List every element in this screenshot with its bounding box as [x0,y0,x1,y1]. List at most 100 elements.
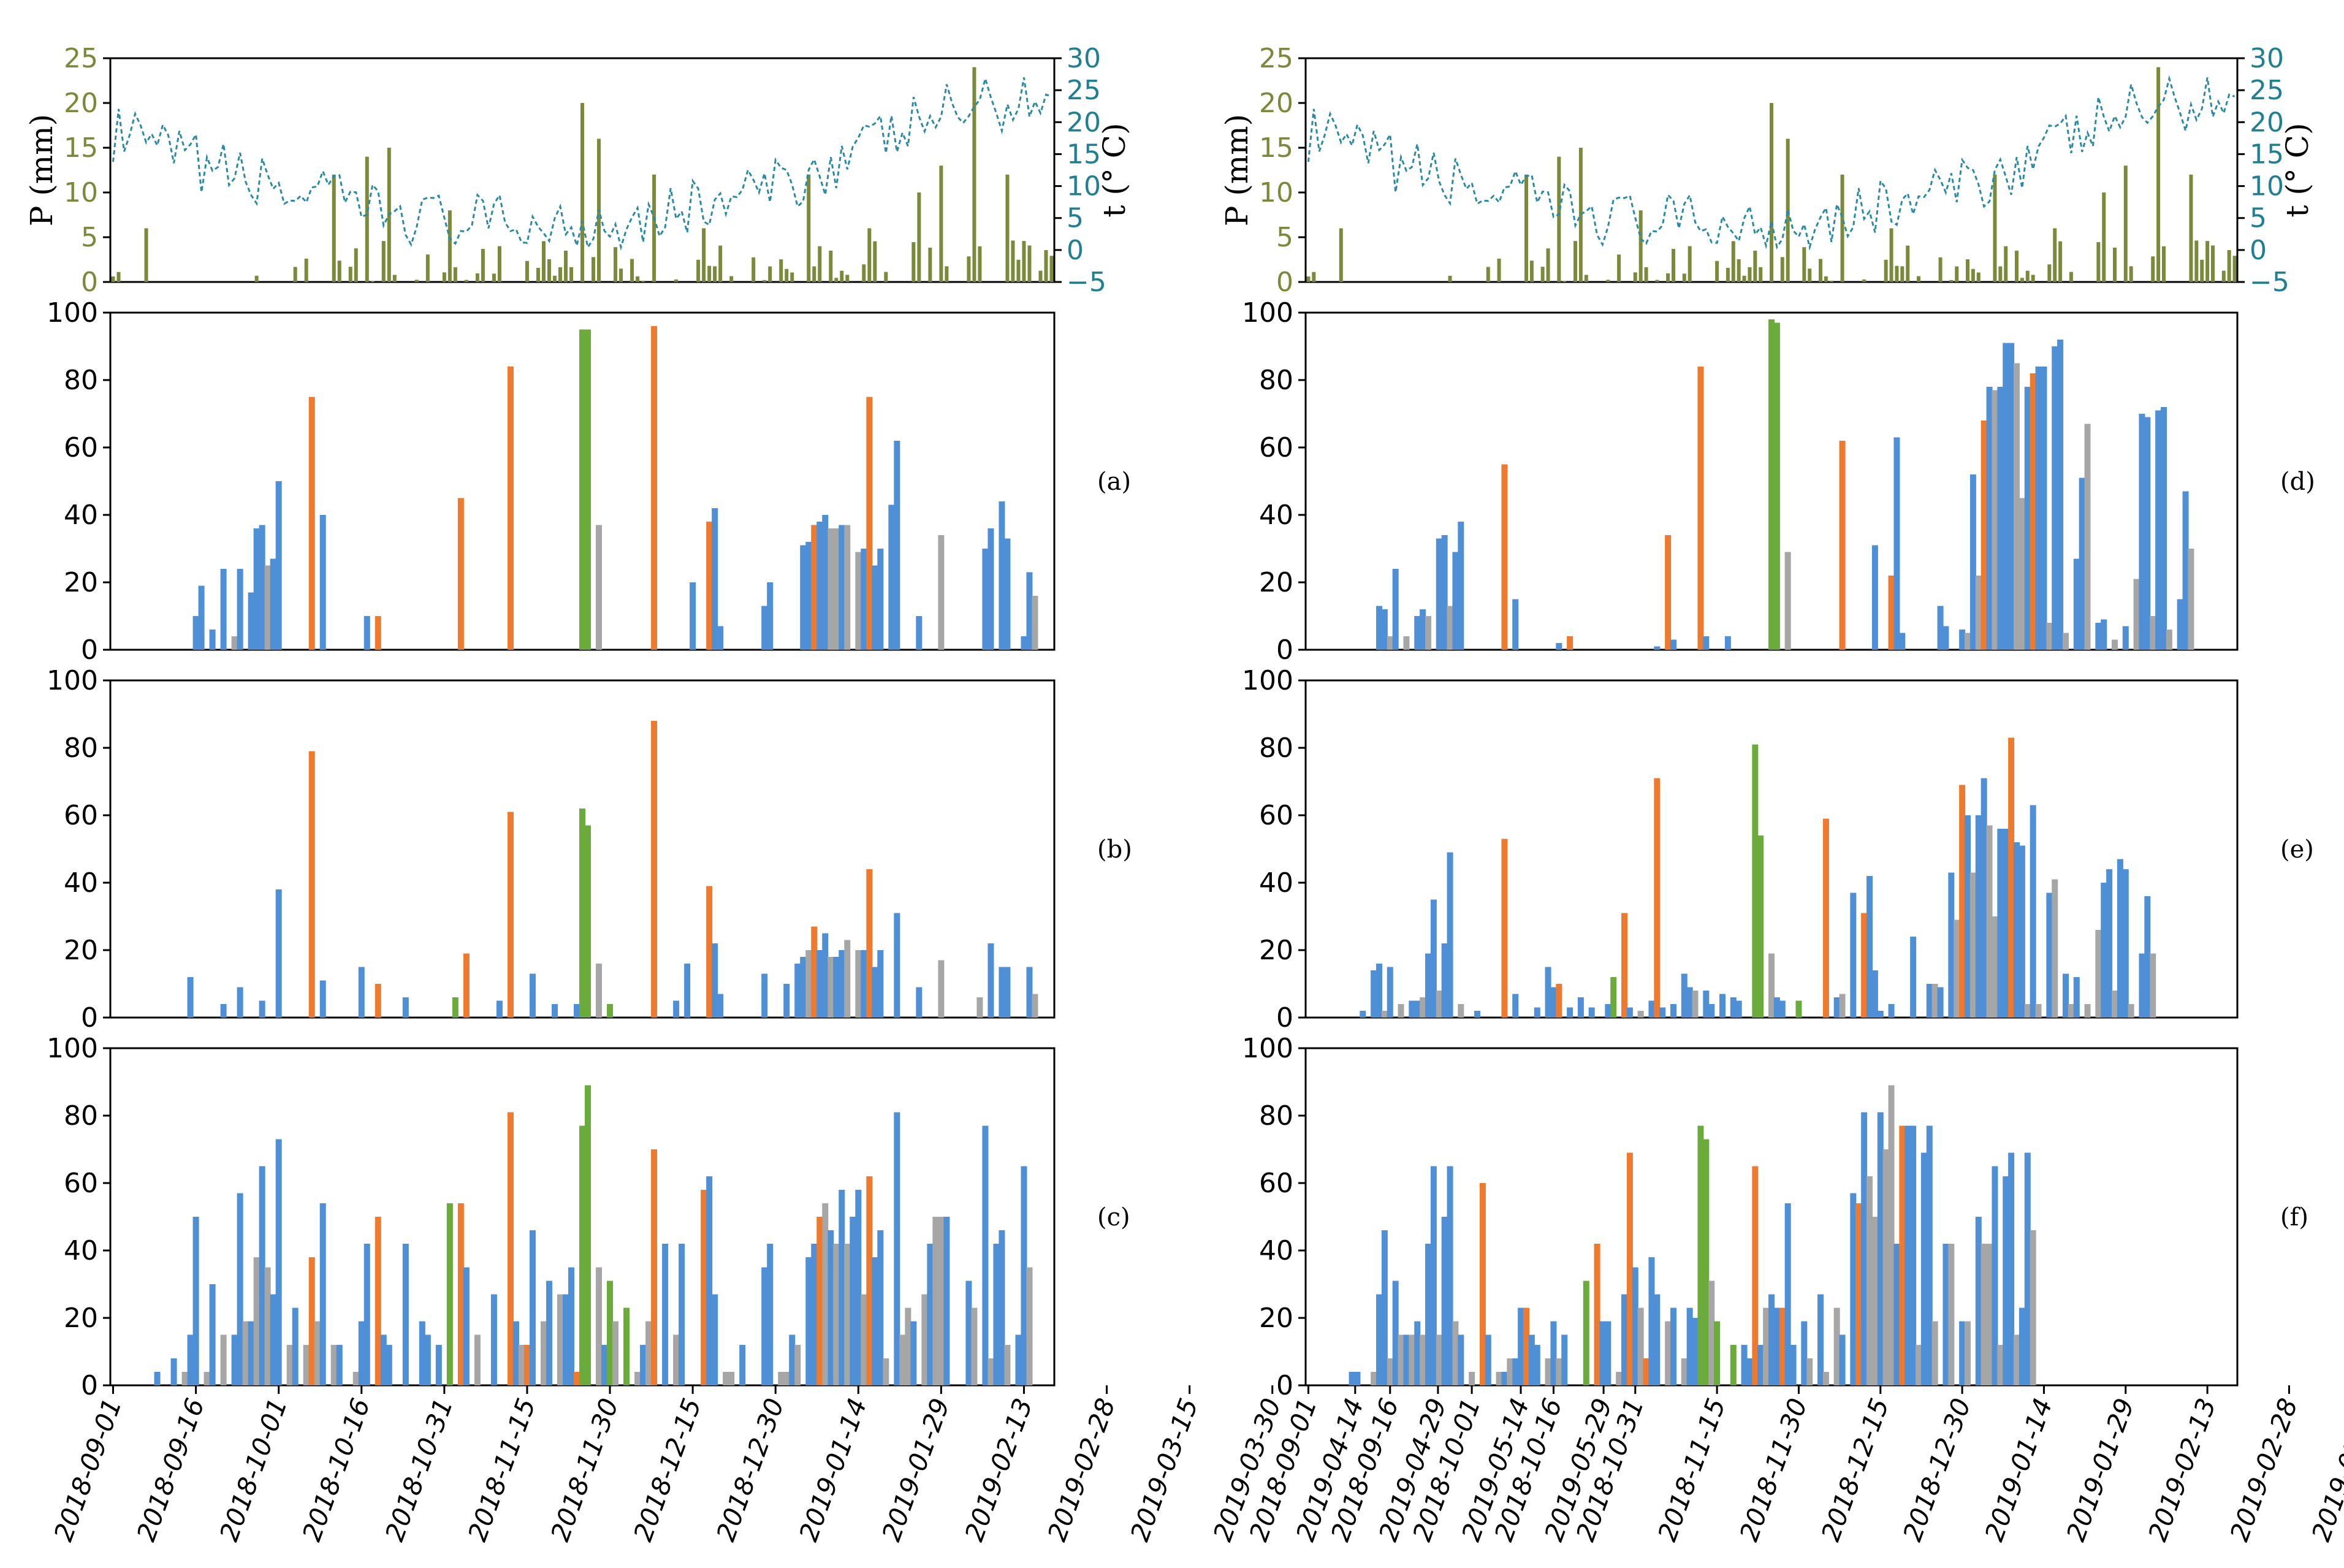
bar-orange [866,397,873,650]
precip-bar [2123,166,2128,282]
precip-bar [425,254,430,282]
precip-bar [563,250,568,282]
precip-bar [525,261,529,282]
bar-blue [1474,1011,1480,1018]
bar-blue [1550,987,1557,1018]
bar-blue [1605,1321,1612,1385]
p-tick-label: 25 [64,43,98,74]
p-tick-label: 10 [64,177,98,208]
y-tick-label: 60 [1259,1168,1293,1199]
bar-gray [844,525,851,650]
x-tick-label: 2018-11-30 [545,1395,625,1545]
bar-gray [518,1345,525,1385]
bar-blue [662,1244,669,1385]
bar-blue [916,616,923,650]
bar-gray [557,1294,563,1385]
y-tick-label: 0 [81,634,98,666]
precip-bar [1027,245,1032,282]
bar-blue [800,957,807,1018]
bar-blue [640,1345,647,1385]
bar-gray [932,1217,939,1385]
precip-bar [867,228,872,282]
bar-gray [330,1345,337,1385]
precip-bar [392,275,397,282]
bar-gray [1032,596,1038,650]
bar-blue [717,994,724,1018]
x-tick-label: 2018-10-31 [379,1395,459,1545]
precip-bar [729,276,734,282]
bar-blue [822,515,829,650]
precip-bar [967,256,971,282]
precip-bar [1715,261,1719,282]
p-tick-label: 15 [64,132,98,164]
bar-gray [2019,498,2025,650]
bar-blue [2019,845,2025,1018]
bar-blue [1659,1007,1666,1018]
bar-blue [1387,967,1393,1018]
bar-blue [1926,1125,1933,1385]
temperature-line [1307,75,2236,251]
precip-bar [304,258,308,282]
precip-bar [702,228,706,282]
bar-blue [965,1281,972,1385]
bar-blue [1866,876,1873,1018]
bar-gray [286,1345,293,1385]
bar-blue [1458,522,1464,650]
precip-bar [1633,272,1637,282]
bar-gray [1992,916,1998,1018]
bar-gray [2166,630,2172,650]
bar-blue [1975,815,1982,1018]
bar-blue [2101,619,2107,650]
bar-orange [463,953,470,1018]
bar-orange [1567,636,1573,650]
precip-bar [2221,270,2226,282]
bar-green [446,1203,453,1385]
bar-gray [828,528,834,650]
bar-blue [1975,1217,1982,1385]
bar-orange [308,751,315,1018]
bar-blue [1381,1230,1388,1385]
bar-gray [1556,1358,1562,1385]
bar-gray [2024,1004,2031,1018]
x-tick-label: 2018-11-15 [462,1395,542,1545]
y-tick-label: 60 [64,1168,98,1199]
bar-blue [1414,1321,1421,1385]
bar-blue [1757,1345,1764,1385]
bar-blue [999,967,1005,1018]
bar-blue [2024,387,2031,650]
bar-blue [424,1334,431,1385]
bar-blue [1861,1112,1868,1385]
t-tick-label: 10 [2250,171,2284,202]
bar-blue [805,1257,812,1385]
y-tick-label: 80 [1259,1100,1293,1132]
bar-orange [1888,576,1895,650]
precip-bar [2162,246,2166,282]
bar-orange [866,1176,873,1385]
precip-bar [1524,174,1528,282]
x-tick-label: 2019-02-13 [959,1395,1038,1545]
precip-bar [939,166,943,282]
bar-blue [237,1193,243,1385]
precip-bar [1546,248,1550,282]
y-tick-label: 20 [1259,567,1293,598]
p-tick-label: 15 [1259,132,1293,164]
precip-bar [1448,275,1452,282]
bar-blue [1708,1004,1715,1018]
bar-gray [728,1372,735,1385]
precip-bar [2232,256,2237,282]
x-tick-label: 2018-12-30 [710,1395,790,1545]
bar-blue [259,525,265,650]
precip-bar [1049,256,1054,282]
bar-blue [1512,1358,1519,1385]
bar-gray [1387,636,1393,650]
precip-bar [845,275,850,282]
bar-blue [2057,340,2064,650]
precip-bar [630,259,634,282]
p-axis-label: P (mm) [24,114,59,226]
bar-blue [679,1244,685,1385]
precip-bar [1737,259,1741,282]
bar-gray [1026,1267,1033,1385]
bar-green [1610,977,1617,1018]
y-tick-label: 40 [64,500,98,531]
t-tick-label: −5 [2250,267,2289,298]
